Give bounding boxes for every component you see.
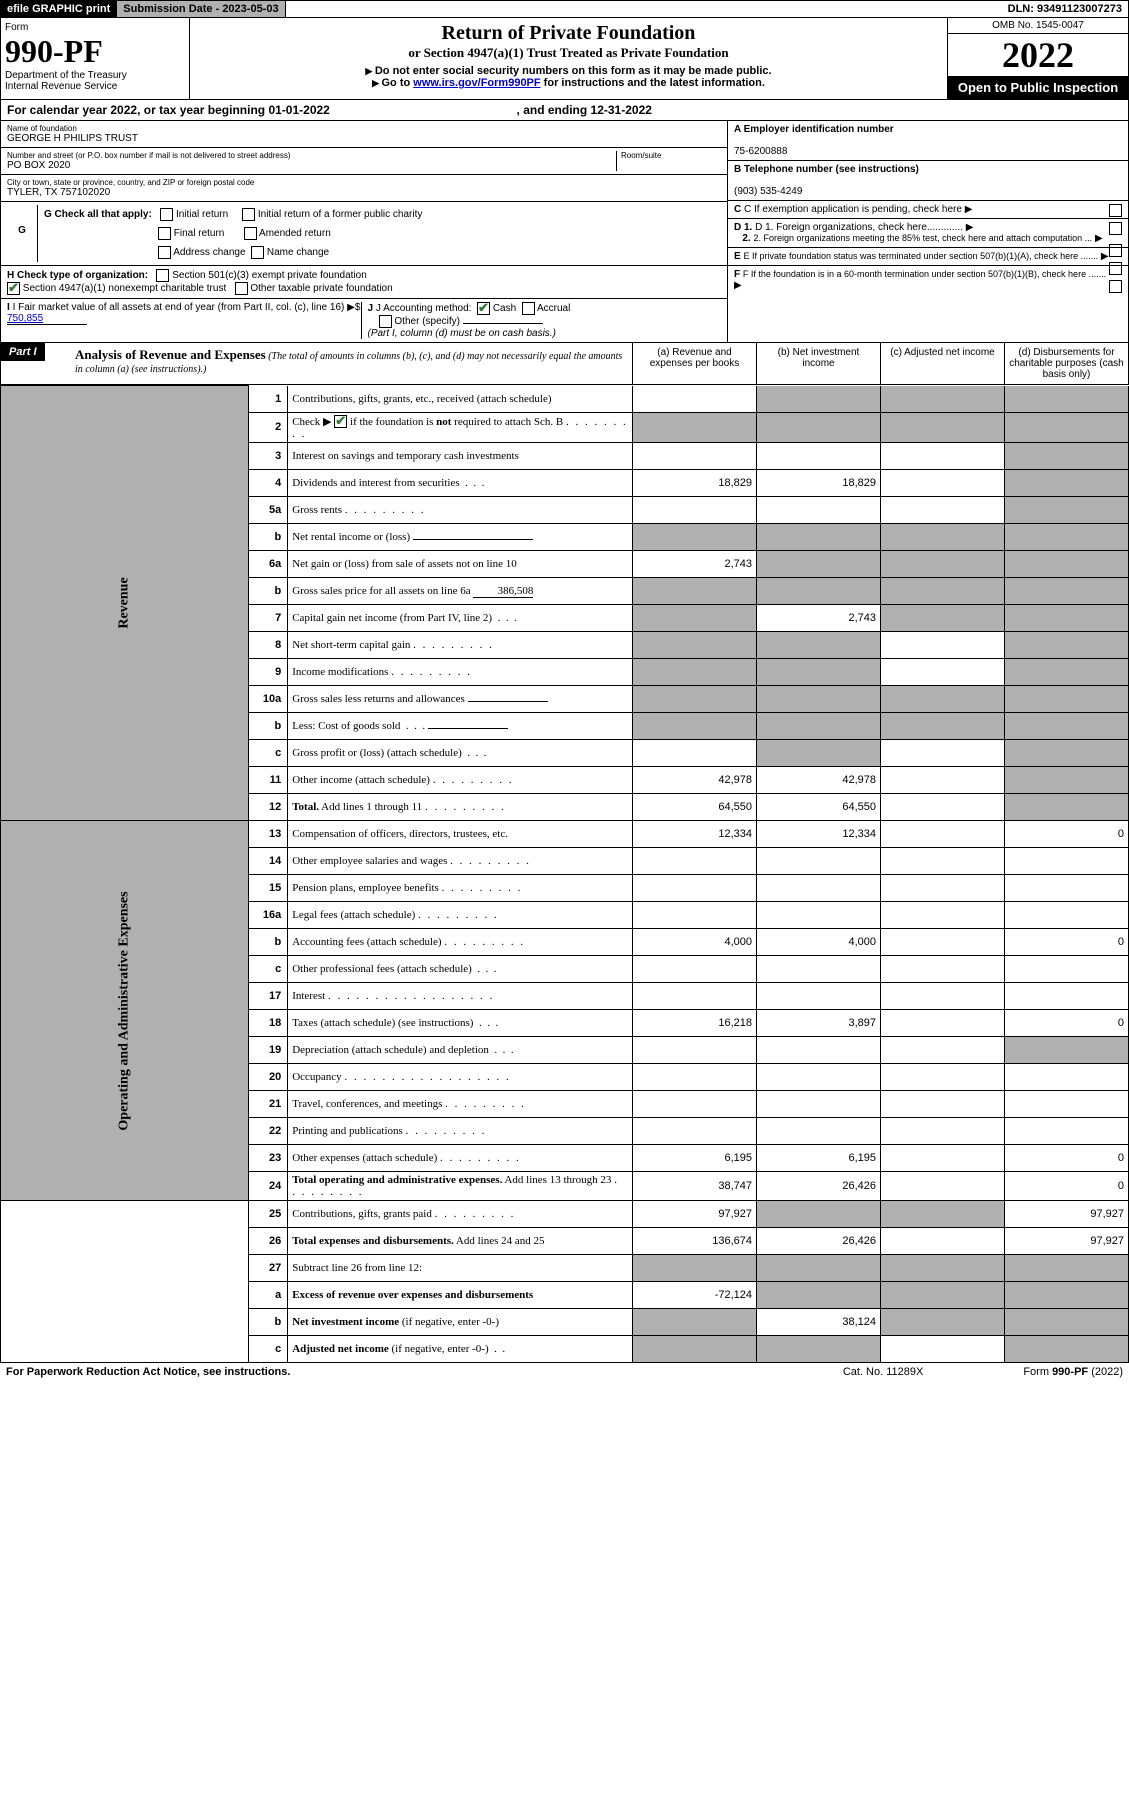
f-row: F F If the foundation is in a 60-month t… xyxy=(728,266,1128,294)
a-label: A Employer identification number xyxy=(734,124,894,135)
c-row: C C If exemption application is pending,… xyxy=(728,201,1128,219)
revenue-side: Revenue xyxy=(117,484,133,723)
g-options: G Check all that apply: Initial return I… xyxy=(38,205,721,262)
d-row: D 1. D 1. Foreign organizations, check h… xyxy=(728,219,1128,248)
note-link: Go to www.irs.gov/Form990PF for instruct… xyxy=(194,77,943,89)
col-c-hdr: (c) Adjusted net income xyxy=(880,343,1004,384)
ck-cash[interactable] xyxy=(477,302,490,315)
identity-block: Name of foundation GEORGE H PHILIPS TRUS… xyxy=(0,121,1129,343)
irs-label: Internal Revenue Service xyxy=(5,81,185,92)
top-header: efile GRAPHIC print Submission Date - 20… xyxy=(0,0,1129,18)
form-number: 990-PF xyxy=(5,33,185,70)
form-title: Return of Private Foundation xyxy=(194,22,943,45)
form-word: Form xyxy=(5,22,185,33)
ck-501c3[interactable] xyxy=(156,269,169,282)
form-title-block: Form 990-PF Department of the Treasury I… xyxy=(0,18,1129,100)
note-ssn: Do not enter social security numbers on … xyxy=(194,65,943,77)
col-d-hdr: (d) Disbursements for charitable purpose… xyxy=(1004,343,1128,384)
col-a-hdr: (a) Revenue and expenses per books xyxy=(632,343,756,384)
row-2: Check ▶ if the foundation is not require… xyxy=(288,412,633,443)
ck-name-change[interactable] xyxy=(251,246,264,259)
name-label: Name of foundation xyxy=(7,124,721,133)
ck-initial[interactable] xyxy=(160,208,173,221)
part-label: Part I xyxy=(1,343,45,361)
ck-other-tax[interactable] xyxy=(235,282,248,295)
ck-schb[interactable] xyxy=(334,415,347,428)
ck-d1[interactable] xyxy=(1109,222,1122,235)
ck-4947[interactable] xyxy=(7,282,20,295)
i-block: I I Fair market value of all assets at e… xyxy=(7,302,361,339)
addr-label: Number and street (or P.O. box number if… xyxy=(7,151,616,160)
part1-table: Revenue 1Contributions, gifts, grants, e… xyxy=(0,385,1129,1363)
ck-f[interactable] xyxy=(1109,280,1122,293)
ck-other-method[interactable] xyxy=(379,315,392,328)
ck-amended[interactable] xyxy=(244,227,257,240)
e-row: E E If private foundation status was ter… xyxy=(728,248,1128,266)
part1-header: Part I Analysis of Revenue and Expenses … xyxy=(0,343,1129,385)
omb-number: OMB No. 1545-0047 xyxy=(948,18,1128,34)
dept-label: Department of the Treasury xyxy=(5,70,185,81)
h-row: H Check type of organization: Section 50… xyxy=(1,266,727,299)
fmv-link[interactable]: 750,855 xyxy=(7,313,87,325)
ck-addr-change[interactable] xyxy=(158,246,171,259)
form-ref: Form 990-PF (2022) xyxy=(1023,1366,1123,1378)
ck-d2[interactable] xyxy=(1109,244,1122,257)
efile-badge[interactable]: efile GRAPHIC print xyxy=(1,1,117,17)
city-label: City or town, state or province, country… xyxy=(7,178,721,187)
room-label: Room/suite xyxy=(621,151,721,160)
ein: 75-6200888 xyxy=(734,146,787,157)
paperwork-notice: For Paperwork Reduction Act Notice, see … xyxy=(6,1366,290,1378)
submission-date: Submission Date - 2023-05-03 xyxy=(117,1,285,17)
tax-year: 2022 xyxy=(948,34,1128,76)
irs-link[interactable]: www.irs.gov/Form990PF xyxy=(413,77,540,89)
dln: DLN: 93491123007273 xyxy=(1002,1,1128,17)
address: PO BOX 2020 xyxy=(7,160,616,171)
calendar-year-row: For calendar year 2022, or tax year begi… xyxy=(0,100,1129,121)
city-state-zip: TYLER, TX 757102020 xyxy=(7,187,721,198)
phone: (903) 535-4249 xyxy=(734,186,802,197)
expenses-side: Operating and Administrative Expenses xyxy=(117,891,133,1130)
cat-no: Cat. No. 11289X xyxy=(843,1366,924,1378)
j-block: J J Accounting method: Cash Accrual Othe… xyxy=(361,302,722,339)
open-inspection: Open to Public Inspection xyxy=(948,76,1128,99)
foundation-name: GEORGE H PHILIPS TRUST xyxy=(7,133,721,144)
ck-accrual[interactable] xyxy=(522,302,535,315)
footer: For Paperwork Reduction Act Notice, see … xyxy=(0,1363,1129,1381)
ck-final[interactable] xyxy=(158,227,171,240)
g-label: G xyxy=(7,205,38,262)
ck-e[interactable] xyxy=(1109,262,1122,275)
form-subtitle: or Section 4947(a)(1) Trust Treated as P… xyxy=(194,45,943,61)
ck-initial-former[interactable] xyxy=(242,208,255,221)
ck-c[interactable] xyxy=(1109,204,1122,217)
col-b-hdr: (b) Net investment income xyxy=(756,343,880,384)
b-label: B Telephone number (see instructions) xyxy=(734,164,919,175)
